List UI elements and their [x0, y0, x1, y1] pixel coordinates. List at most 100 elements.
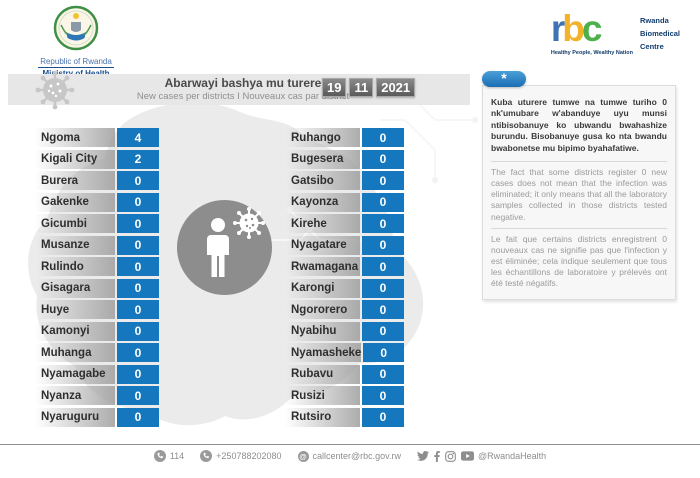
district-name: Muhanga: [35, 343, 115, 362]
zero-cases-note-panel: Kuba uturere tumwe na tumwe turiho 0 nk'…: [482, 85, 676, 300]
district-column-right: Ruhango 0 Bugesera 0 Gatsibo 0 Kayonza 0…: [285, 128, 404, 427]
district-row: Kirehe 0: [285, 214, 404, 233]
district-row: Nyagatare 0: [285, 235, 404, 255]
phone-icon: [200, 450, 213, 462]
district-value: 0: [362, 171, 404, 190]
footer-contacts: 114 +250788202080 @ callcenter@rbc.gov.r…: [0, 450, 700, 462]
district-name: Rubavu: [285, 364, 360, 384]
district-row: Gakenke 0: [35, 192, 159, 212]
page-title: Abarwayi bashya mu turere: [164, 76, 322, 90]
district-value: 0: [362, 321, 404, 341]
district-row: Rusizi 0: [285, 386, 404, 405]
district-row: Ruhango 0: [285, 128, 404, 147]
hotline-number: 114: [169, 451, 185, 461]
government-branding: Republic of Rwanda Ministry of Health: [28, 5, 124, 80]
divider: [491, 227, 667, 229]
district-value: 0: [362, 407, 404, 427]
district-row: Rulindo 0: [35, 257, 159, 276]
district-name: Karongi: [285, 278, 360, 298]
district-name: Ruhango: [285, 128, 360, 147]
note-kinyarwanda: Kuba uturere tumwe na tumwe turiho 0 nk'…: [491, 97, 667, 153]
rwanda-coat-of-arms-icon: [53, 5, 99, 51]
district-name: Rulindo: [35, 257, 115, 276]
email-icon: @: [297, 450, 309, 462]
district-column-left: Ngoma 4 Kigali City 2 Burera 0 Gakenke 0…: [35, 128, 159, 427]
infected-person-badge: [177, 200, 272, 295]
district-row: Rwamagana 0: [285, 257, 404, 276]
district-name: Nyabihu: [285, 321, 360, 341]
phone-icon: [153, 450, 166, 462]
district-row: Nyanza 0: [35, 386, 159, 405]
district-name: Gisagara: [35, 278, 115, 298]
district-value: 0: [362, 257, 404, 276]
virus-icon: [233, 207, 265, 239]
district-name: Gakenke: [35, 192, 115, 212]
district-value: 0: [117, 364, 159, 384]
facebook-icon: [434, 450, 440, 462]
rbc-logo: rbc Healthy People, Wealthy Nation Rwand…: [550, 8, 680, 57]
district-value: 0: [363, 343, 404, 362]
district-value: 0: [362, 386, 404, 405]
district-value: 0: [117, 278, 159, 298]
district-name: Kayonza: [285, 192, 360, 212]
phone-number: +250788202080: [216, 451, 282, 461]
social-handle: @RwandaHealth: [478, 451, 547, 461]
district-name: Rutsiro: [285, 407, 360, 427]
district-row: Nyamagabe 0: [35, 364, 159, 384]
district-row: Huye 0: [35, 300, 159, 319]
district-name: Nyaruguru: [35, 407, 115, 427]
district-name: Nyamasheke: [285, 343, 362, 362]
district-row: Kayonza 0: [285, 192, 404, 212]
district-value: 0: [117, 386, 159, 405]
district-value: 0: [362, 214, 404, 233]
district-name: Burera: [35, 171, 115, 190]
email-contact: @ callcenter@rbc.gov.rw: [297, 450, 401, 462]
district-row: Gatsibo 0: [285, 171, 404, 190]
district-row: Burera 0: [35, 171, 159, 190]
district-row: Kamonyi 0: [35, 321, 159, 341]
district-name: Ngoma: [35, 128, 115, 147]
district-value: 0: [362, 192, 404, 212]
district-value: 0: [362, 149, 404, 169]
district-value: 0: [117, 235, 159, 255]
district-name: Musanze: [35, 235, 115, 255]
district-name: Bugesera: [285, 149, 360, 169]
district-name: Kamonyi: [35, 321, 115, 341]
district-name: Huye: [35, 300, 115, 319]
district-row: Ngororero 0: [285, 300, 404, 319]
district-row: Musanze 0: [35, 235, 159, 255]
district-value: 0: [362, 128, 404, 147]
twitter-icon: [417, 451, 429, 461]
district-value: 2: [117, 149, 159, 169]
rbc-logo-letters: rbc: [550, 8, 603, 49]
district-row: Bugesera 0: [285, 149, 404, 169]
social-contact: @RwandaHealth: [417, 450, 547, 462]
district-row: Rutsiro 0: [285, 407, 404, 427]
district-name: Nyamagabe: [35, 364, 115, 384]
district-name: Rusizi: [285, 386, 360, 405]
note-french: Le fait que certains districts enregistr…: [491, 233, 667, 288]
district-row: Muhanga 0: [35, 343, 159, 362]
district-value: 4: [117, 128, 159, 147]
district-name: Rwamagana: [285, 257, 360, 276]
district-name: Gatsibo: [285, 171, 360, 190]
district-name: Kigali City: [35, 149, 115, 169]
date-month: 11: [349, 78, 374, 97]
district-row: Nyaruguru 0: [35, 407, 159, 427]
instagram-icon: [445, 450, 456, 462]
district-row: Rubavu 0: [285, 364, 404, 384]
district-name: Gicumbi: [35, 214, 115, 233]
district-name: Nyagatare: [285, 235, 360, 255]
district-value: 0: [362, 235, 404, 255]
note-english: The fact that some districts register 0 …: [491, 167, 667, 222]
district-value: 0: [117, 407, 159, 427]
district-value: 0: [362, 278, 404, 298]
district-value: 0: [117, 343, 159, 362]
footer-divider: [0, 444, 700, 445]
district-value: 0: [117, 214, 159, 233]
district-row: Nyabihu 0: [285, 321, 404, 341]
page-subtitle: New cases per districts I Nouveaux cas p…: [136, 91, 350, 102]
district-value: 0: [362, 300, 404, 319]
district-value: 0: [117, 192, 159, 212]
